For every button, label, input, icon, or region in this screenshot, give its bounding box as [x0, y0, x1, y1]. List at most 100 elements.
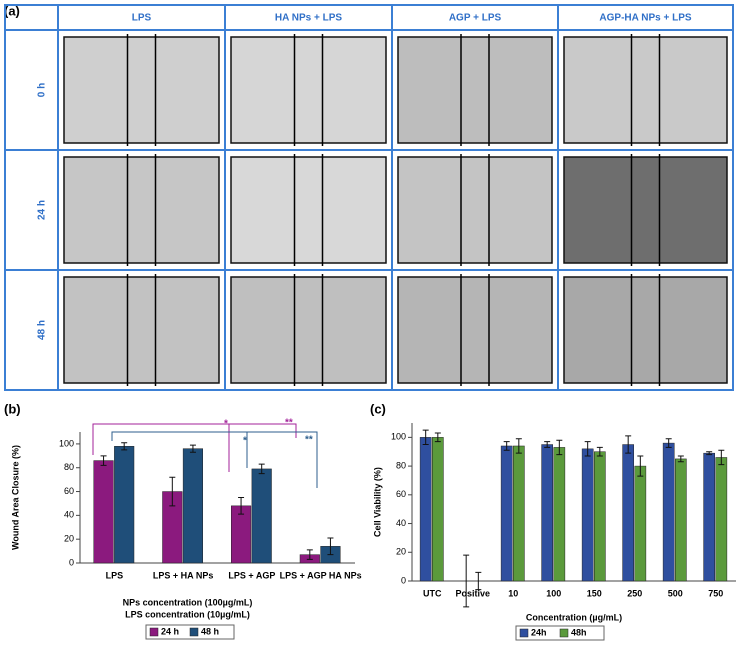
- micrograph: [397, 276, 553, 384]
- x-tick-label: UTC: [423, 588, 442, 598]
- x-tick-label: 500: [668, 588, 683, 598]
- x-tick-label: LPS + AGP HA NPs: [280, 570, 362, 580]
- significance: **: [285, 418, 293, 429]
- significance: *: [243, 436, 247, 447]
- bar: [715, 457, 728, 582]
- y-tick-label: 40: [396, 518, 406, 528]
- bar: [675, 458, 687, 582]
- bar: [500, 445, 513, 582]
- bar: [703, 452, 715, 582]
- error-bar: [475, 571, 482, 591]
- bar: [581, 448, 594, 582]
- legend-swatch: [149, 627, 159, 637]
- x-tick-label: Positive: [455, 588, 490, 598]
- bar: [553, 447, 566, 582]
- bar: [251, 468, 272, 564]
- bar: [432, 437, 444, 582]
- x-tick-label: 10: [508, 588, 518, 598]
- error-bar: [677, 455, 684, 463]
- y-tick-label: 80: [64, 462, 74, 472]
- micrograph: [563, 36, 728, 144]
- legend-label: 24 h: [161, 626, 179, 636]
- error-bar: [665, 438, 672, 448]
- micrograph: [397, 36, 553, 144]
- legend-swatch: [189, 627, 199, 637]
- legend-box: [515, 625, 605, 641]
- y-tick-label: 100: [59, 438, 74, 448]
- error-bar: [596, 446, 603, 457]
- x-tick-label: LPS + AGP: [228, 570, 275, 580]
- legend-label: 48h: [571, 627, 587, 637]
- bar: [114, 446, 135, 564]
- legend-swatch: [559, 628, 569, 638]
- micrograph: [63, 36, 220, 144]
- micrograph: [230, 156, 387, 264]
- y-tick-label: 60: [396, 489, 406, 499]
- legend-label: 48 h: [201, 626, 219, 636]
- error-bar: [706, 451, 713, 456]
- bar: [634, 465, 647, 582]
- error-bar: [121, 442, 128, 451]
- x-tick-label: 100: [546, 588, 561, 598]
- micrograph: [563, 276, 728, 384]
- error-bar: [258, 463, 265, 475]
- x-axis-label: NPs concentration (100µg/mL): [123, 597, 253, 607]
- y-axis-label: Cell Viability (%): [372, 467, 382, 537]
- y-tick-label: 100: [391, 432, 406, 442]
- bracket: [111, 431, 318, 488]
- row-header-cell: [4, 269, 59, 391]
- bar: [662, 442, 675, 582]
- bar: [93, 460, 114, 564]
- significance: *: [224, 419, 228, 430]
- bar: [182, 448, 203, 564]
- row-header: 48 h: [37, 320, 48, 340]
- error-bar: [637, 455, 644, 477]
- x-tick-label: LPS: [106, 570, 124, 580]
- bar: [419, 437, 432, 582]
- column-header: AGP + LPS: [449, 13, 502, 24]
- micrograph: [230, 36, 387, 144]
- row-header-cell: [4, 29, 59, 151]
- x-tick-label: 150: [587, 588, 602, 598]
- row-header: 0 h: [37, 83, 48, 97]
- significance: **: [305, 435, 313, 446]
- error-bar: [100, 455, 107, 466]
- x-tick-label: LPS + HA NPs: [153, 570, 213, 580]
- column-header: LPS: [132, 13, 152, 24]
- panel-label: (b): [4, 401, 21, 416]
- y-tick-label: 60: [64, 486, 74, 496]
- bar: [541, 444, 553, 582]
- error-bar: [625, 435, 632, 454]
- error-bar: [544, 441, 551, 448]
- y-axis-label: Wound Area Closure (%): [10, 445, 20, 550]
- bar: [594, 451, 606, 582]
- micrograph: [63, 276, 220, 384]
- error-bar: [434, 432, 441, 443]
- row-header-cell: [4, 149, 59, 271]
- error-bar: [422, 429, 429, 446]
- bar: [622, 444, 634, 582]
- error-bar: [718, 449, 725, 466]
- column-header: AGP-HA NPs + LPS: [599, 13, 691, 24]
- error-bar: [238, 497, 245, 515]
- y-tick-label: 20: [396, 547, 406, 557]
- legend-swatch: [519, 628, 529, 638]
- row-header: 24 h: [37, 200, 48, 220]
- legend-label: 24h: [531, 627, 547, 637]
- panel-label: (c): [370, 401, 386, 416]
- micrograph: [397, 156, 553, 264]
- error-bar: [306, 549, 313, 560]
- micrograph: [563, 156, 728, 264]
- micrograph: [63, 156, 220, 264]
- x-tick-label: 250: [627, 588, 642, 598]
- y-tick-label: 40: [64, 510, 74, 520]
- error-bar: [463, 554, 470, 608]
- error-bar: [327, 537, 334, 556]
- legend-box: [145, 624, 235, 640]
- error-bar: [189, 444, 196, 453]
- bracket: [92, 423, 297, 455]
- x-axis-label: LPS concentration (10µg/mL): [125, 609, 250, 619]
- column-header: HA NPs + LPS: [275, 13, 342, 24]
